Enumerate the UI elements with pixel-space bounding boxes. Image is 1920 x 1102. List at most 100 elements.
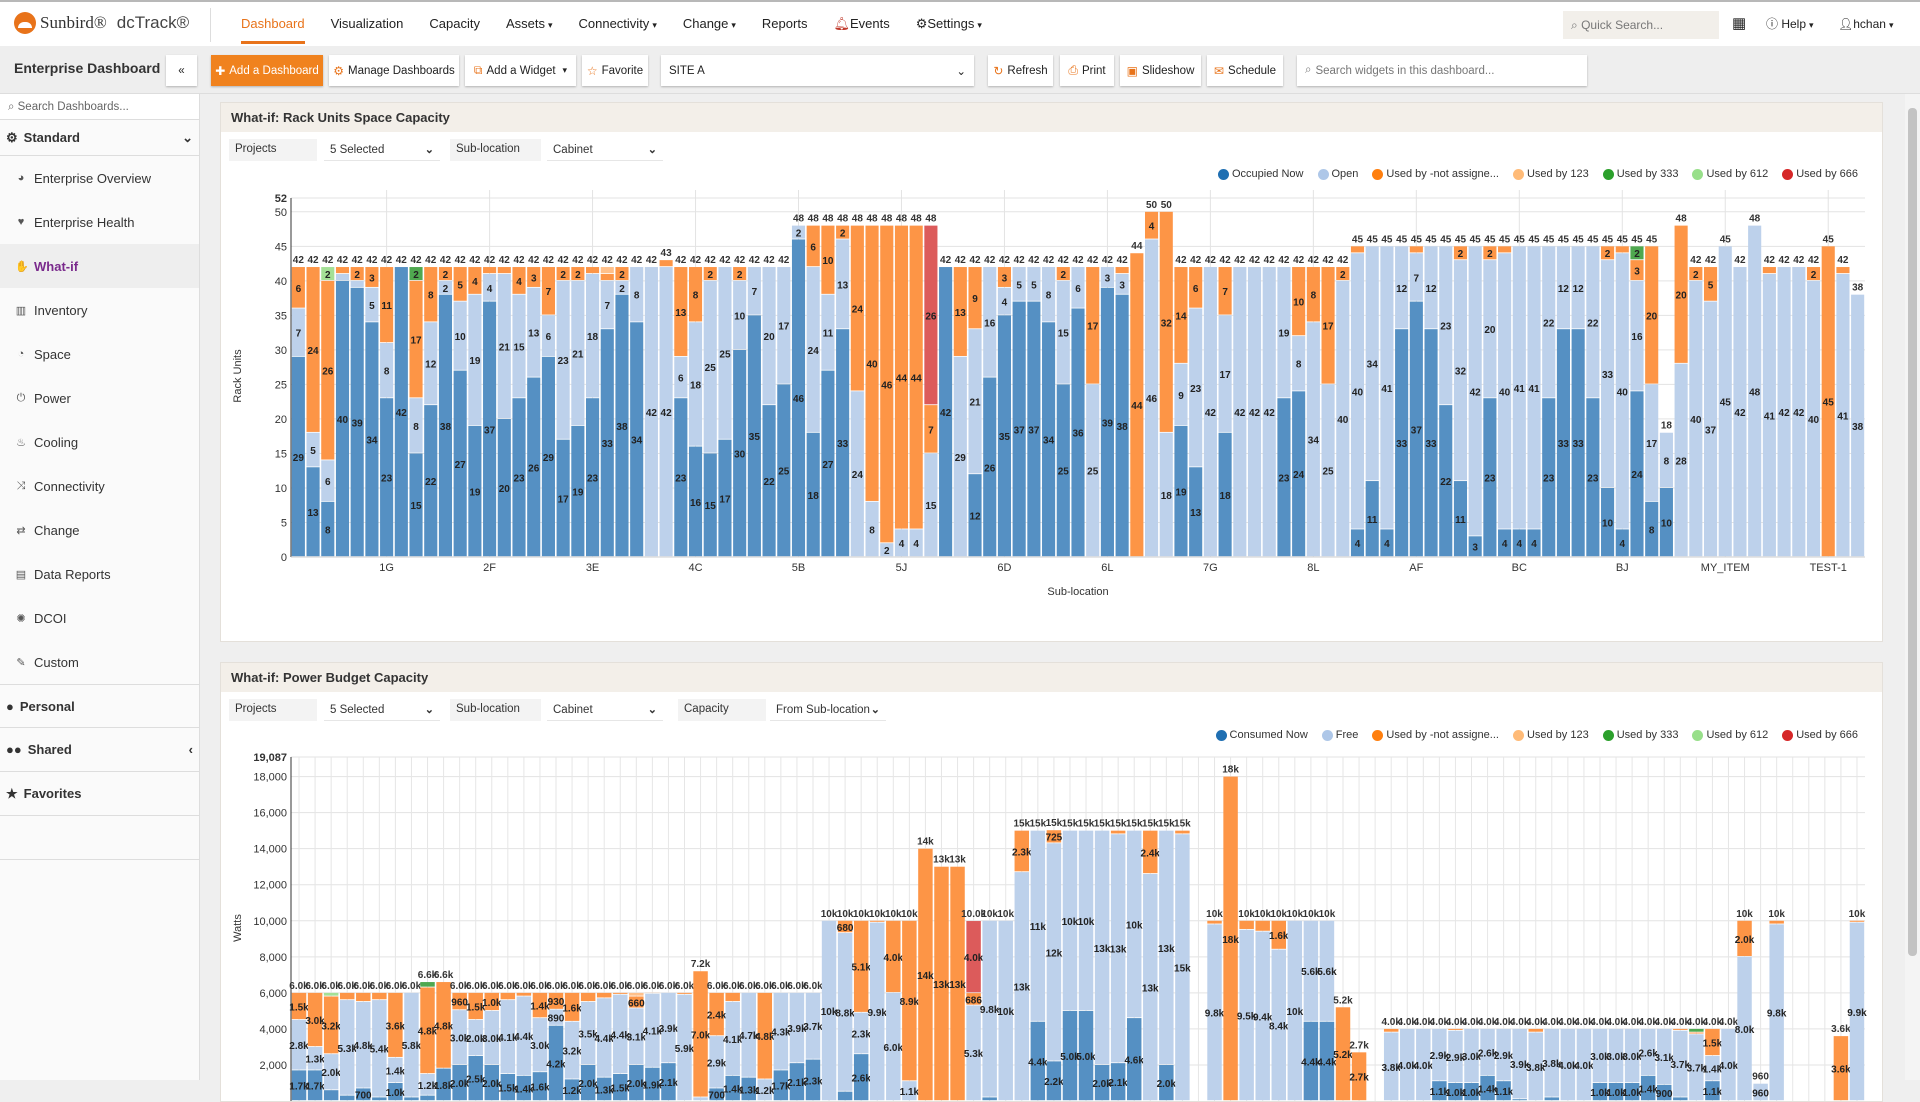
segment-value-label: 41: [1837, 411, 1849, 422]
sidebar-item-space[interactable]: ◔Space: [0, 332, 199, 376]
segment-value-label: 1.0k: [482, 998, 502, 1009]
refresh-label: Refresh: [1007, 65, 1047, 77]
sidebar-item-connectivity[interactable]: ⤨Connectivity: [0, 464, 199, 508]
bar-total-label: 2.7k: [1349, 1040, 1369, 1051]
user-name: hchan: [1853, 17, 1886, 31]
nav-label: Assets: [506, 16, 545, 31]
quick-search-input[interactable]: ⌕ Quick Search...: [1563, 11, 1719, 39]
segment-value-label: 35: [999, 432, 1011, 443]
user-menu[interactable]: 👤︎hchan▾: [1838, 2, 1893, 46]
top-navigation-bar: Sunbird® dcTrack® Dashboard Visualization…: [0, 0, 1920, 46]
segment-value-label: 8: [413, 422, 419, 433]
nav-label: Visualization: [331, 16, 404, 31]
nav-label: Events: [850, 16, 890, 31]
x-tick-label: 6D: [997, 562, 1011, 574]
segment-value-label: 24: [808, 346, 820, 357]
add-dashboard-label: Add a Dashboard: [229, 65, 319, 77]
bar-total-label: 45: [1573, 234, 1585, 245]
sidebar-item-inventory[interactable]: ▥Inventory: [0, 288, 199, 332]
group-personal[interactable]: ●Personal: [0, 684, 199, 728]
bar-segment-occupied: [420, 1096, 434, 1101]
segment-value-label: 7: [604, 301, 610, 312]
nav-change[interactable]: Change▾: [670, 2, 749, 46]
segment-value-label: 4.0k: [964, 953, 984, 964]
bar-total-label: 42: [410, 255, 422, 266]
sidebar-item-dcoi[interactable]: ✺DCOI: [0, 596, 199, 640]
bar-total-label: 48: [866, 214, 878, 225]
sunbird-logo[interactable]: Sunbird® dcTrack®: [14, 12, 189, 34]
manage-dashboards-button[interactable]: ⚙Manage Dashboards: [329, 55, 459, 86]
segment-value-label: 23: [1587, 474, 1599, 485]
add-dashboard-button[interactable]: ✚Add a Dashboard: [211, 55, 323, 86]
sidebar-item-label: What-if: [34, 259, 78, 274]
sidebar-item-cooling[interactable]: ♨Cooling: [0, 420, 199, 464]
segment-value-label: 40: [1617, 387, 1629, 398]
segment-value-label: 8: [693, 291, 699, 302]
help-menu[interactable]: ⓘ Help▾: [1766, 2, 1814, 46]
group-shared-label: Shared: [28, 742, 72, 757]
segment-value-label: 2: [1605, 249, 1611, 260]
segment-value-label: 6.0k: [884, 1043, 904, 1054]
add-widget-button[interactable]: ⧉Add a Widget▾: [465, 55, 576, 86]
segment-value-label: 15k: [1174, 964, 1191, 975]
calendar-icon[interactable]: ▦: [1732, 2, 1746, 46]
group-shared[interactable]: ●●Shared‹: [0, 728, 199, 772]
sidebar-item-data-reports[interactable]: ▤Data Reports: [0, 552, 199, 596]
favorite-button[interactable]: ☆Favorite: [582, 55, 648, 86]
dashboard-search-input[interactable]: ⌕ Search Dashboards...: [0, 94, 199, 120]
site-select[interactable]: SITE A⌄: [661, 55, 974, 86]
segment-value-label: 2.2k: [1044, 1077, 1064, 1088]
widget-search-input[interactable]: ⌕ Search widgets in this dashboard...: [1297, 55, 1587, 86]
nav-reports[interactable]: Reports: [749, 2, 821, 46]
nav-assets[interactable]: Assets▾: [493, 2, 566, 46]
scrollbar-thumb[interactable]: [1908, 108, 1917, 956]
segment-value-label: 39: [352, 418, 364, 429]
segment-value-label: 3: [531, 273, 537, 284]
segment-value-label: 12k: [1046, 948, 1063, 959]
refresh-button[interactable]: ↻ Refresh: [988, 55, 1053, 86]
page-scrollbar[interactable]: [1905, 94, 1920, 1080]
bar-total-label: 42: [308, 255, 320, 266]
bar-total-label: 960: [1752, 1072, 1769, 1083]
segment-value-label: 45: [1720, 398, 1732, 409]
sidebar-item-enterprise-overview[interactable]: ◕Enterprise Overview: [0, 156, 199, 200]
collapse-sidebar-button[interactable]: «: [166, 55, 197, 86]
schedule-button[interactable]: ✉Schedule: [1207, 55, 1283, 86]
segment-value-label: 38: [616, 422, 628, 433]
bar-segment-occupied: [1673, 1097, 1687, 1100]
segment-value-label: 42: [1205, 408, 1217, 419]
refresh-icon: ↻: [993, 64, 1003, 78]
nav-dashboard[interactable]: Dashboard: [228, 2, 318, 46]
group-standard[interactable]: ⚙Standard⌄: [0, 120, 199, 156]
segment-value-label: 6: [678, 374, 684, 385]
print-button[interactable]: ⎙Print: [1060, 55, 1114, 86]
segment-value-label: 5.6k: [1317, 967, 1337, 978]
bar-total-label: 48: [852, 214, 864, 225]
group-favorites[interactable]: ★Favorites: [0, 772, 199, 816]
bar-segment-not-assigned: [1255, 921, 1269, 931]
segment-value-label: 42: [940, 408, 952, 419]
sidebar-item-enterprise-health[interactable]: ♥Enterprise Health: [0, 200, 199, 244]
bar-total-label: 42: [1220, 255, 1232, 266]
segment-value-label: 19: [1175, 487, 1187, 498]
y-tick-label: 30: [275, 345, 287, 357]
segment-value-label: 10: [1293, 298, 1305, 309]
nav-connectivity[interactable]: Connectivity▾: [566, 2, 670, 46]
dashboard-search-placeholder: Search Dashboards...: [18, 101, 129, 113]
segment-value-label: 5.9k: [675, 1044, 695, 1055]
bar-total-label: 42: [778, 255, 790, 266]
nav-events[interactable]: 🔔︎Events: [820, 2, 902, 46]
bar-segment-occupied: [324, 1090, 338, 1100]
segment-value-label: 5.1k: [851, 963, 871, 974]
bar-total-label: 42: [734, 255, 746, 266]
slideshow-button[interactable]: ▣Slideshow: [1120, 55, 1201, 86]
sidebar-item-power[interactable]: ⏻Power: [0, 376, 199, 420]
sidebar-item-change[interactable]: ⇄Change: [0, 508, 199, 552]
nav-visualization[interactable]: Visualization: [318, 2, 417, 46]
sidebar-item-custom[interactable]: ✎Custom: [0, 640, 199, 684]
bar-total-label: 45: [1823, 234, 1835, 245]
sidebar-item-what-if[interactable]: ✋What-if: [0, 244, 199, 288]
nav-settings[interactable]: ⚙Settings▾: [903, 2, 995, 46]
nav-capacity[interactable]: Capacity: [416, 2, 493, 46]
y-tick-label: 10,000: [253, 916, 287, 928]
